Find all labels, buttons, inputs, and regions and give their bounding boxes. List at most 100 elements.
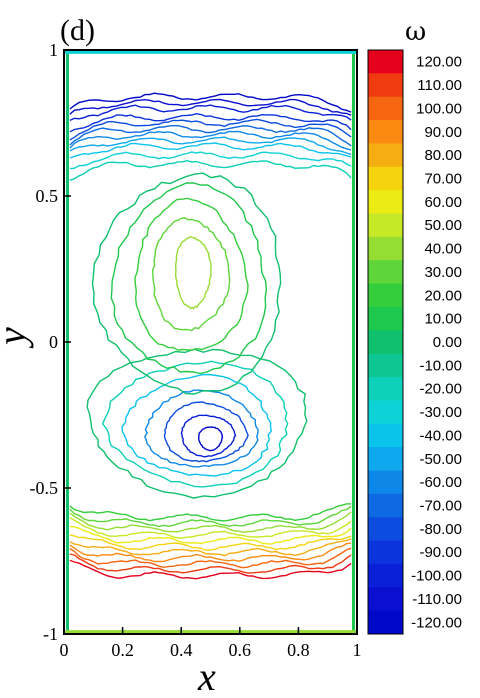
contour-lines bbox=[64, 50, 357, 634]
legend-label: 50.00 bbox=[424, 217, 462, 234]
legend-swatch bbox=[368, 610, 403, 635]
legend-label: 20.00 bbox=[424, 287, 462, 304]
contour-loop bbox=[91, 172, 282, 395]
contour-loop bbox=[174, 236, 212, 310]
contour-loop bbox=[121, 373, 272, 477]
legend-label: 10.00 bbox=[424, 311, 462, 328]
contour-band-top bbox=[69, 118, 352, 141]
contour-band-top bbox=[69, 112, 352, 133]
contour-loop bbox=[180, 414, 237, 458]
legend-swatch bbox=[368, 166, 403, 191]
legend-label: 0.00 bbox=[433, 334, 462, 351]
legend-swatch bbox=[368, 400, 403, 425]
legend-label: 90.00 bbox=[424, 124, 462, 141]
legend-label: 80.00 bbox=[424, 147, 462, 164]
contour-band-top bbox=[69, 125, 352, 147]
x-axis-label: x bbox=[197, 654, 216, 698]
panel-label: (d) bbox=[60, 14, 95, 47]
x-axis: 0 0.2 0.4 0.6 0.8 1 bbox=[60, 627, 362, 660]
legend-swatch bbox=[368, 50, 403, 74]
legend-label: -90.00 bbox=[419, 544, 462, 561]
contour-band-top bbox=[69, 136, 352, 156]
legend-swatch bbox=[368, 517, 403, 542]
legend-label: 100.00 bbox=[416, 100, 462, 117]
y-tick-label: -1 bbox=[43, 624, 58, 644]
contour-band-top bbox=[69, 142, 352, 159]
legend-label: 60.00 bbox=[424, 194, 462, 211]
legend-label: -40.00 bbox=[419, 427, 462, 444]
y-tick-label: -0.5 bbox=[30, 478, 59, 498]
contour-band-bottom bbox=[69, 505, 352, 528]
legend-swatch bbox=[368, 377, 403, 401]
legend-label: -120.00 bbox=[411, 614, 462, 631]
contour-band-bottom bbox=[69, 511, 352, 534]
x-tick-label: 0 bbox=[60, 640, 69, 660]
legend-swatch bbox=[368, 353, 403, 378]
legend-swatch bbox=[368, 587, 403, 612]
legend-frame bbox=[367, 49, 404, 635]
y-axis-label: y bbox=[0, 327, 34, 349]
legend-label: 70.00 bbox=[424, 171, 462, 188]
legend-swatch bbox=[368, 563, 403, 588]
legend-swatch bbox=[368, 423, 403, 448]
legend-swatch bbox=[368, 73, 403, 98]
legend-label: -70.00 bbox=[419, 498, 462, 515]
legend-swatch bbox=[368, 260, 403, 285]
contour-band-top bbox=[69, 130, 352, 151]
contour-band-bottom bbox=[69, 542, 352, 563]
contour-loop bbox=[134, 197, 249, 351]
x-tick-label: 0.6 bbox=[229, 640, 252, 660]
contour-band-top bbox=[69, 104, 352, 122]
legend-swatch bbox=[368, 540, 403, 565]
contour-band-bottom bbox=[69, 525, 352, 545]
contour-band-top bbox=[69, 151, 352, 170]
legend-label: -80.00 bbox=[419, 521, 462, 538]
legend-label: -10.00 bbox=[419, 357, 462, 374]
legend-swatch bbox=[368, 120, 403, 144]
legend-swatch bbox=[368, 96, 403, 121]
contour-loop bbox=[144, 389, 259, 468]
legend-label: 110.00 bbox=[417, 77, 462, 94]
contour-band-bottom bbox=[69, 538, 352, 557]
x-tick-label: 0.8 bbox=[287, 640, 310, 660]
legend-swatch bbox=[368, 236, 403, 261]
x-tick-label: 0.4 bbox=[170, 640, 193, 660]
legend-swatch bbox=[368, 306, 403, 331]
contour-band-top bbox=[69, 92, 352, 113]
legend-swatch bbox=[368, 283, 403, 308]
y-tick-label: 0 bbox=[49, 332, 58, 352]
legend-swatch bbox=[368, 190, 403, 215]
legend-swatch bbox=[368, 143, 403, 168]
legend-label: -100.00 bbox=[411, 568, 462, 585]
contour-band-bottom bbox=[69, 553, 352, 574]
contour-band-top bbox=[69, 159, 352, 181]
contour-band-bottom bbox=[69, 547, 352, 569]
contour-band-bottom bbox=[69, 559, 352, 580]
legend-label: 40.00 bbox=[424, 241, 462, 258]
legend-swatch bbox=[368, 330, 403, 355]
x-tick-label: 1 bbox=[353, 640, 362, 660]
legend-title: ω bbox=[405, 17, 426, 47]
legend-label: -50.00 bbox=[419, 451, 462, 468]
contour-band-bottom bbox=[69, 534, 352, 551]
contour-loop bbox=[86, 348, 308, 499]
legend-label: 120.00 bbox=[416, 54, 462, 71]
contour-loop bbox=[163, 401, 249, 463]
legend-swatch bbox=[368, 447, 403, 471]
legend-swatch bbox=[368, 213, 403, 238]
legend-label: -30.00 bbox=[419, 404, 462, 421]
contour-band-top bbox=[69, 98, 352, 116]
contour-band-bottom bbox=[69, 517, 352, 539]
contour-band-bottom bbox=[69, 503, 352, 522]
contour-loop bbox=[198, 426, 224, 452]
y-axis: 1 0.5 0 -0.5 -1 bbox=[30, 40, 71, 644]
colorbar-legend: 120.00 110.00 100.00 90.00 80.00 70.00 60.00 50… bbox=[367, 49, 462, 635]
legend-label: -110.00 bbox=[412, 591, 462, 608]
legend-label: -60.00 bbox=[419, 474, 462, 491]
legend-label: -20.00 bbox=[419, 381, 462, 398]
legend-swatch bbox=[368, 470, 403, 495]
contour-loop bbox=[101, 360, 289, 488]
legend-swatch bbox=[368, 493, 403, 518]
legend-label: 30.00 bbox=[424, 264, 462, 281]
